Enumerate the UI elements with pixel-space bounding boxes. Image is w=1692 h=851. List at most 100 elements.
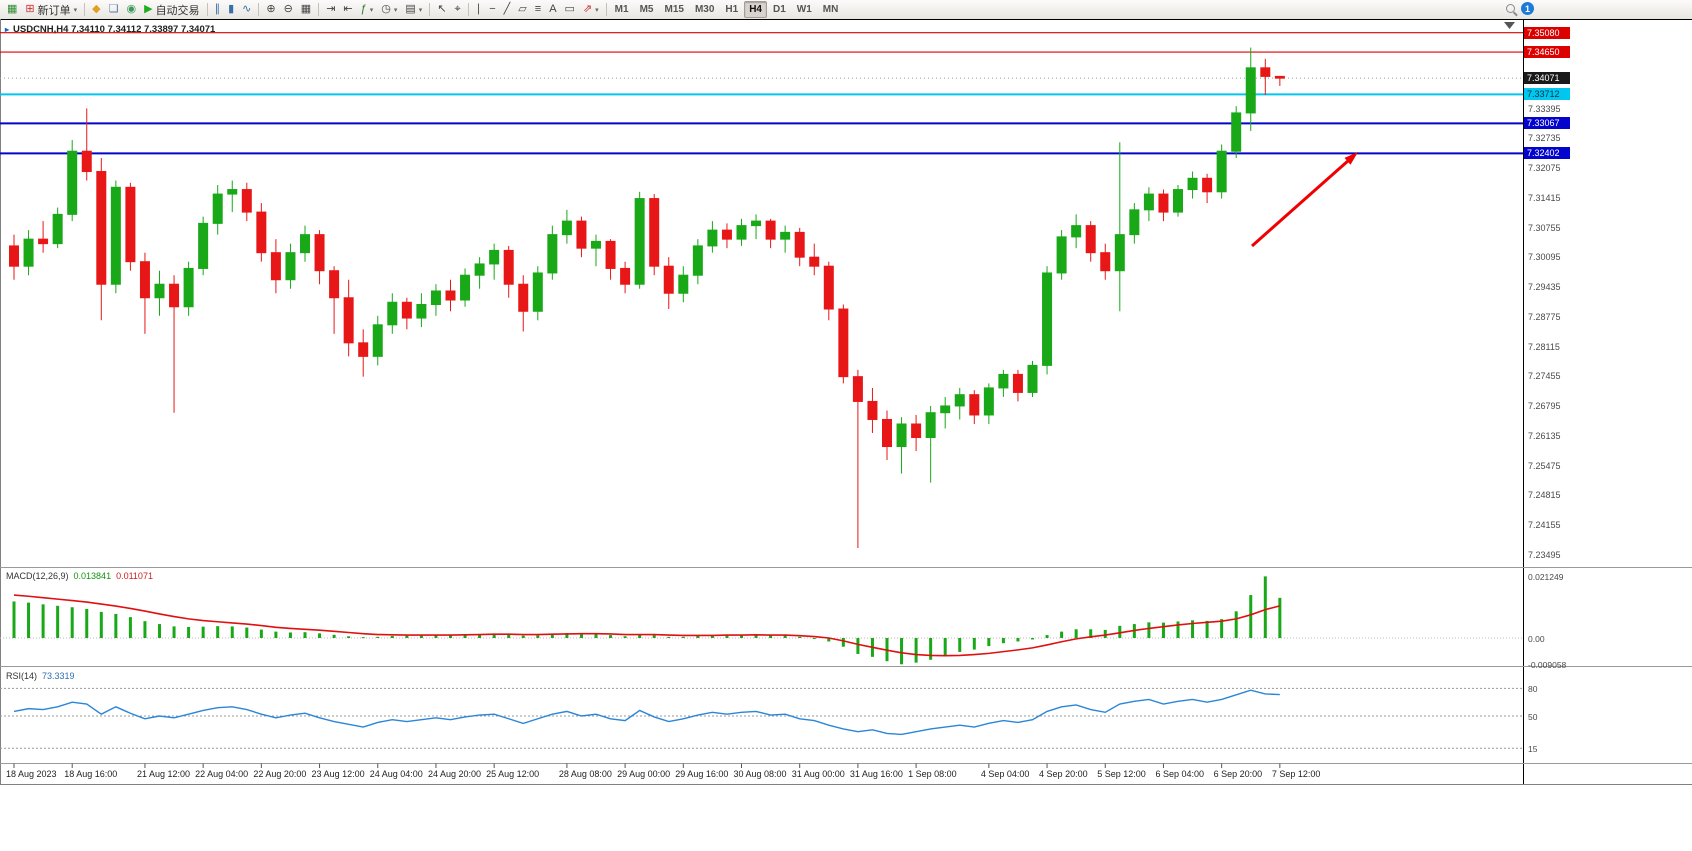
new-chart-button[interactable]: ▦	[3, 1, 21, 18]
timeframe-m30-button[interactable]: M30	[694, 4, 715, 15]
indicators-button[interactable]: ƒ ▾	[357, 1, 378, 18]
channel-button[interactable]: ▱	[514, 1, 530, 18]
y-axis-label: 7.31415	[1528, 192, 1561, 203]
market-button[interactable]: ◆	[88, 1, 104, 18]
support-tag-7-32402[interactable]: 7.32402	[1524, 147, 1570, 160]
text-icon: A	[549, 3, 557, 15]
crosshair-button[interactable]: ⌖	[451, 1, 465, 18]
resistance-tag-7-34650[interactable]: 7.34650	[1524, 46, 1570, 59]
x-axis-label: 31 Aug 00:00	[791, 769, 845, 779]
text-label-button[interactable]: ▭	[561, 1, 579, 18]
zoom-out-icon: ⊖	[283, 3, 293, 15]
rsi-axis-label: 80	[1528, 684, 1538, 695]
macd-signal-line	[13, 594, 1281, 657]
line-chart-button[interactable]: ∿	[238, 1, 255, 18]
candlestick-series	[9, 47, 1285, 548]
price-level-lines[interactable]	[0, 32, 1523, 155]
toolbar-separator	[605, 3, 607, 16]
current-price-tag[interactable]: 7.34071	[1524, 72, 1570, 85]
symbol-marker-icon: ▸	[5, 25, 10, 34]
y-axis-label: 7.32735	[1528, 133, 1561, 144]
autotrading-icon: ▶	[144, 3, 153, 15]
auto-scroll-button[interactable]: ⇥	[322, 1, 339, 18]
trend-arrow[interactable]	[1251, 152, 1358, 248]
line-chart-icon: ∿	[242, 3, 252, 15]
rsi-value: 73.3319	[42, 671, 75, 681]
autotrading-button[interactable]: ▶ 自动交易	[140, 1, 203, 18]
x-axis-label: 24 Aug 20:00	[427, 769, 481, 779]
vertical-line-button[interactable]: ∣	[472, 1, 486, 18]
rsi-indicator-label: RSI(14) 73.3319	[6, 671, 75, 681]
price-axis[interactable]: 7.33395 7.32735 7.32075 7.31415 7.30755 7.300…	[1524, 0, 1692, 851]
trendline-icon: ╱	[503, 3, 511, 15]
new-order-button[interactable]: ⊞ 新订单 ▾	[21, 1, 81, 18]
arrows-icon: ⇗	[582, 3, 593, 15]
bar-chart-button[interactable]: ∥	[211, 1, 225, 18]
trendline-button[interactable]: ╱	[500, 1, 515, 18]
candlestick-chart-button[interactable]: ▮	[224, 1, 238, 18]
y-axis-label: 7.30755	[1528, 222, 1561, 233]
bar-chart-icon: ∥	[214, 3, 221, 15]
timeframe-mn-button[interactable]: MN	[822, 4, 839, 15]
chat-button[interactable]: ❏	[105, 1, 123, 18]
y-axis-label: 7.28115	[1528, 341, 1560, 352]
x-axis-label: 5 Sep 12:00	[1097, 769, 1146, 779]
macd-indicator-label: MACD(12,26,9) 0.013841 0.011071	[6, 571, 153, 581]
tile-windows-button[interactable]: ▦	[297, 1, 315, 18]
resistance-tag-7-35080[interactable]: 7.35080	[1524, 26, 1570, 39]
macd-name: MACD(12,26,9)	[6, 571, 69, 581]
text-button[interactable]: A	[545, 1, 560, 18]
community-button[interactable]: ◉	[122, 1, 140, 18]
toolbar-separator	[258, 3, 260, 16]
x-axis-label: 29 Aug 16:00	[675, 769, 729, 779]
timeframe-m5-button[interactable]: M5	[639, 4, 654, 15]
level-tag-7-33712[interactable]: 7.33712	[1524, 88, 1570, 101]
symbol-ohlc-text: USDCNH,H4 7.34110 7.34112 7.33897 7.3407…	[13, 24, 216, 35]
timeframe-d1-button[interactable]: D1	[772, 4, 786, 15]
chart-shift-button[interactable]: ⇤	[339, 1, 356, 18]
rsi-name: RSI(14)	[6, 671, 38, 681]
y-axis-label: 7.23495	[1528, 549, 1561, 560]
fibonacci-button[interactable]: ≡	[531, 1, 545, 18]
x-axis-label: 7 Sep 12:00	[1271, 769, 1321, 779]
timeframe-h4-button[interactable]: H4	[744, 1, 767, 18]
x-axis-label: 1 Sep 08:00	[908, 769, 957, 779]
candlestick-chart-icon: ▮	[228, 3, 235, 15]
timeframe-m1-button[interactable]: M1	[614, 4, 629, 15]
horizontal-line-button[interactable]: −	[485, 1, 499, 18]
indicators-icon: ƒ	[360, 3, 367, 15]
cursor-button[interactable]: ↖	[433, 1, 450, 18]
y-axis-label: 7.32075	[1528, 163, 1561, 174]
caret-down-icon: ▾	[369, 6, 374, 14]
time-axis[interactable]: 18 Aug 2023 18 Aug 16:00 21 Aug 12:00 22 Au…	[0, 768, 1523, 784]
rsi-axis-label: 50	[1528, 712, 1538, 722]
timeframe-button-group: M1 M5 M15 M30 H1 H4 D1 W1 MN	[610, 1, 844, 18]
y-axis-label: 7.26135	[1528, 430, 1561, 441]
fibonacci-icon: ≡	[534, 3, 542, 15]
search-icon[interactable]	[1506, 4, 1515, 13]
x-axis-label: 29 Aug 00:00	[617, 769, 671, 779]
timeframe-h1-button[interactable]: H1	[725, 4, 739, 15]
periods-button[interactable]: ◷ ▾	[377, 1, 401, 18]
macd-axis-label: 0.021249	[1528, 572, 1564, 583]
y-axis-label: 7.26795	[1528, 401, 1561, 412]
y-axis-label: 7.25475	[1528, 460, 1561, 471]
chart-shift-marker[interactable]	[1504, 22, 1515, 29]
templates-icon: ▤	[405, 3, 416, 15]
support-tag-7-33067[interactable]: 7.33067	[1524, 117, 1570, 130]
y-axis-label: 7.27455	[1528, 371, 1561, 382]
x-axis-label: 24 Aug 04:00	[369, 769, 423, 779]
timeframe-m15-button[interactable]: M15	[664, 4, 684, 15]
x-axis-label: 4 Sep 04:00	[980, 769, 1030, 779]
x-axis-label: 22 Aug 04:00	[195, 769, 249, 779]
macd-axis-label: 0.00	[1528, 634, 1545, 644]
notification-badge[interactable]: 1	[1521, 2, 1534, 15]
timeframe-w1-button[interactable]: W1	[796, 4, 812, 15]
zoom-in-button[interactable]: ⊕	[262, 1, 279, 18]
rsi-axis-label: 15	[1528, 744, 1538, 755]
templates-button[interactable]: ▤ ▾	[401, 1, 426, 18]
zoom-out-button[interactable]: ⊖	[280, 1, 297, 18]
arrows-button[interactable]: ⇗ ▾	[579, 1, 603, 18]
y-axis-label: 7.28775	[1528, 311, 1561, 322]
